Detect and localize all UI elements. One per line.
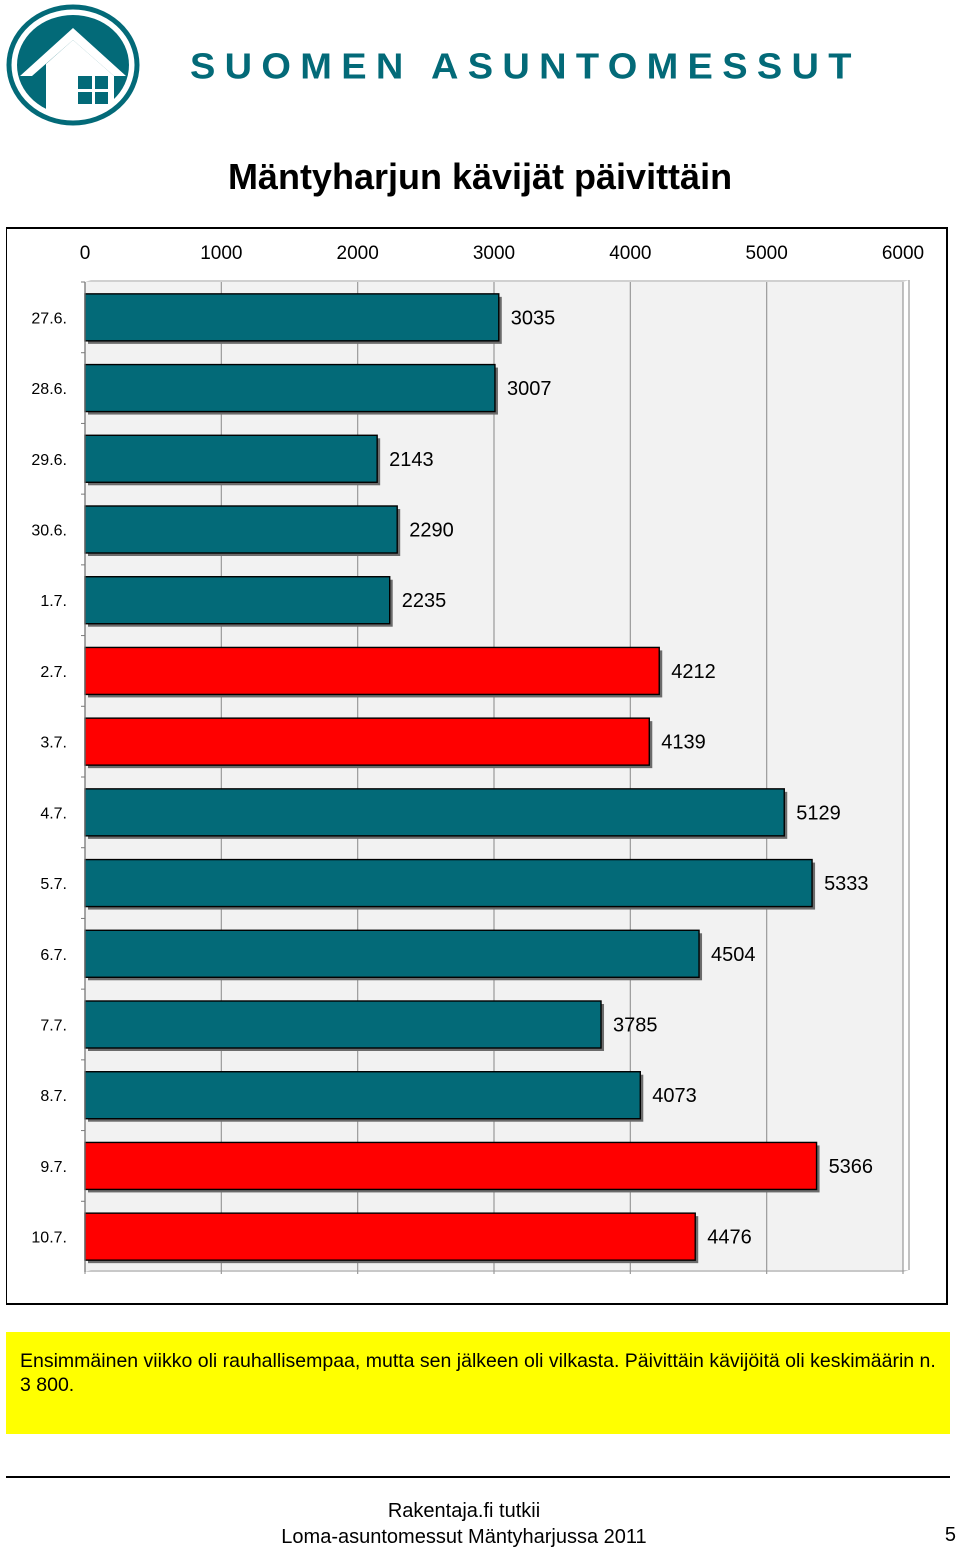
bar	[84, 717, 650, 766]
category-label: 10.7.	[31, 1230, 67, 1247]
data-label: 4212	[671, 661, 716, 683]
bar-chart: 0 1000 2000 3000 4000 5000 6000 27.6. 3035 28.6. 3…	[31, 243, 924, 1274]
brand-name: SUOMEN ASUNTOMESSUT	[190, 47, 861, 87]
bar	[84, 1000, 602, 1049]
data-label: 5366	[829, 1156, 874, 1178]
category-label: 9.7.	[40, 1159, 67, 1176]
bar	[84, 434, 378, 483]
category-label: 6.7.	[40, 947, 67, 964]
bar	[84, 929, 700, 978]
bar	[84, 788, 785, 837]
bar	[84, 1141, 818, 1191]
category-label: 4.7.	[40, 805, 67, 822]
data-label: 3785	[613, 1015, 658, 1037]
data-label: 2290	[409, 520, 454, 542]
category-label: 30.6.	[31, 523, 67, 540]
category-label: 8.7.	[40, 1088, 67, 1105]
bar	[84, 293, 500, 342]
x-tick-label: 1000	[200, 243, 242, 264]
footer-source: Rakentaja.fi tutkii	[387, 1500, 541, 1522]
bar	[84, 1212, 696, 1261]
category-label: 5.7.	[40, 876, 67, 893]
x-tick-label: 2000	[337, 243, 379, 264]
data-label: 4139	[661, 732, 706, 754]
bar	[84, 505, 398, 554]
bar	[84, 363, 496, 413]
x-tick-label: 0	[80, 243, 91, 264]
data-label: 4504	[711, 944, 756, 966]
footer-event: Loma-asuntomessut Mäntyharjussa 2011	[281, 1526, 647, 1548]
plot-top-edge	[85, 280, 909, 282]
data-label: 2143	[389, 449, 434, 471]
bar	[84, 858, 813, 908]
x-tick-label: 5000	[746, 243, 788, 264]
data-label: 3035	[511, 307, 556, 329]
logo-house-icon	[6, 4, 140, 126]
page-number: 5	[944, 1524, 956, 1546]
data-label: 4073	[652, 1085, 697, 1107]
chart-title: Mäntyharjun kävijät päivittäin	[227, 156, 733, 197]
plot-bottom-edge	[85, 1270, 909, 1272]
data-label: 2235	[402, 590, 447, 612]
data-label: 5129	[796, 802, 841, 824]
x-tick-label: 3000	[473, 243, 515, 264]
category-label: 2.7.	[40, 664, 67, 681]
chart-frame: 0 1000 2000 3000 4000 5000 6000 27.6. 3035 28.6. 3…	[6, 227, 948, 1305]
category-label: 29.6.	[31, 452, 67, 469]
summary-note: Ensimmäinen viikko oli rauhallisempaa, m…	[6, 1332, 950, 1434]
bar	[84, 1071, 641, 1120]
data-label: 4476	[707, 1227, 752, 1249]
category-label: 27.6.	[31, 310, 67, 327]
bar	[84, 576, 391, 625]
category-label: 1.7.	[40, 593, 67, 610]
data-label: 3007	[507, 378, 552, 400]
bar	[84, 646, 660, 696]
x-tick-label: 4000	[609, 243, 651, 264]
data-label: 5333	[824, 873, 869, 895]
footer-divider	[6, 1476, 950, 1478]
category-label: 7.7.	[40, 1018, 67, 1035]
x-tick-label: 6000	[882, 243, 924, 264]
category-label: 3.7.	[40, 735, 67, 752]
category-label: 28.6.	[31, 381, 67, 398]
